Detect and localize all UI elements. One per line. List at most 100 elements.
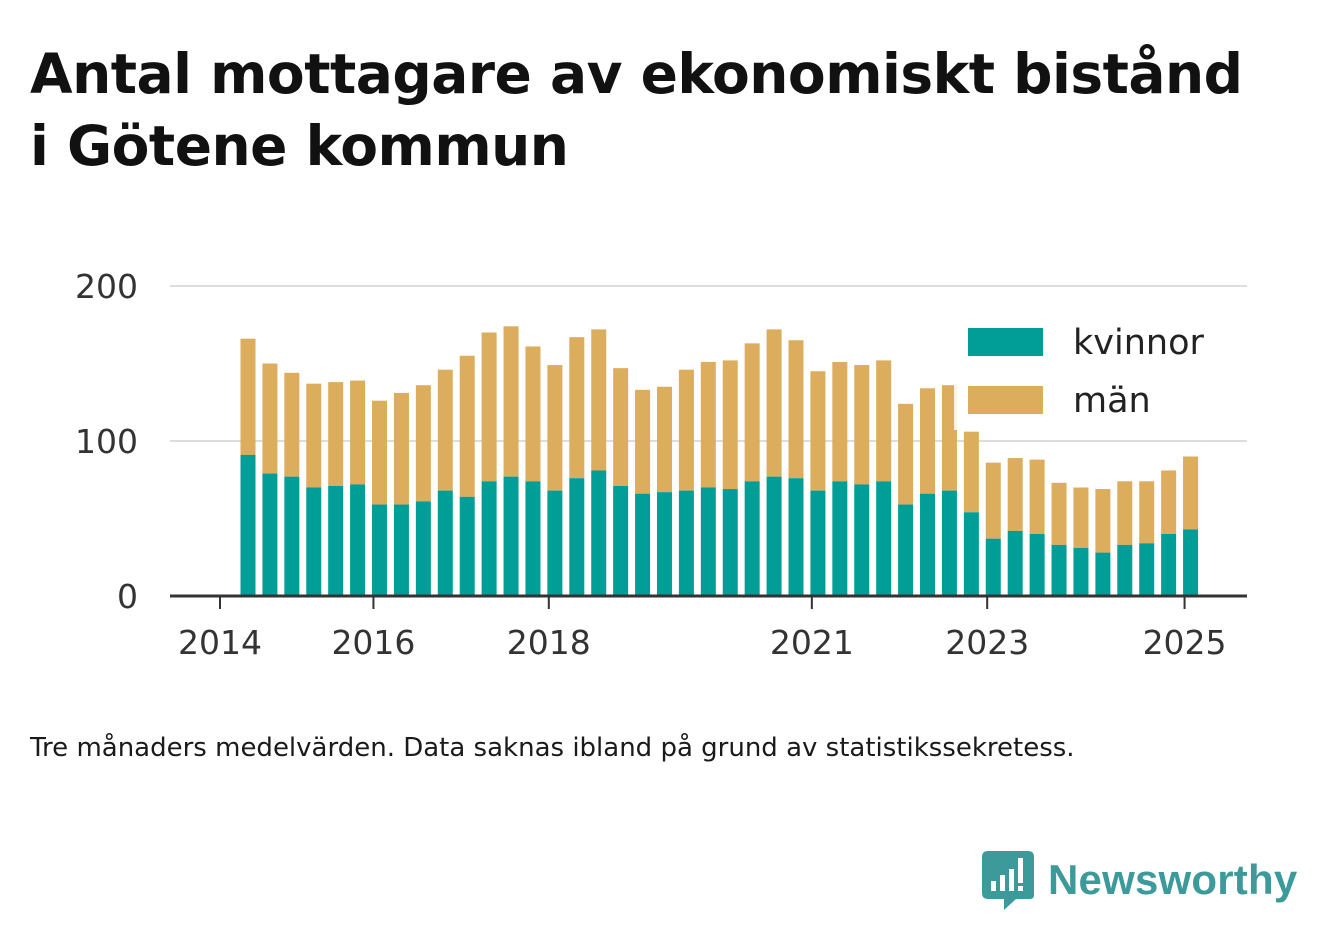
legend: kvinnor män xyxy=(954,314,1222,430)
bar-kvinnor xyxy=(306,487,322,596)
bar-man xyxy=(481,332,497,482)
bar-kvinnor xyxy=(1073,547,1089,596)
bar-man xyxy=(350,380,366,485)
bar-kvinnor xyxy=(788,478,804,596)
bar-kvinnor xyxy=(372,504,388,596)
bar-man xyxy=(591,329,607,471)
bar-kvinnor xyxy=(569,478,585,596)
bars xyxy=(240,326,1199,596)
bar-kvinnor xyxy=(941,490,957,596)
bar-kvinnor xyxy=(328,485,344,596)
bar-kvinnor xyxy=(985,538,1001,596)
bar-kvinnor xyxy=(678,490,694,596)
bar-man xyxy=(810,371,826,491)
bar-kvinnor xyxy=(963,512,979,596)
bar-man xyxy=(722,360,738,490)
bar-kvinnor xyxy=(415,501,431,596)
axes: 0 100 200 2014 2016 2018 2021 2023 2025 xyxy=(75,267,1247,662)
bar-man xyxy=(415,385,431,502)
bar-man xyxy=(1117,481,1133,545)
bar-man xyxy=(262,363,278,474)
bar-man xyxy=(963,431,979,513)
bar-kvinnor xyxy=(722,489,738,596)
bar-man xyxy=(459,355,475,497)
legend-label: män xyxy=(1073,381,1151,421)
bar-kvinnor xyxy=(547,490,563,596)
y-tick-label: 200 xyxy=(75,267,138,306)
x-tick-label: 2023 xyxy=(945,623,1029,662)
footnote: Tre månaders medelvärden. Data saknas ib… xyxy=(30,733,1075,763)
bar-kvinnor xyxy=(876,481,892,596)
bar-man xyxy=(306,383,322,488)
bar-man xyxy=(854,365,870,485)
bar-man xyxy=(569,337,585,479)
bar-kvinnor xyxy=(350,484,366,596)
chart-title-line-1: Antal mottagare av ekonomiskt bistånd xyxy=(30,42,1243,106)
bar-kvinnor xyxy=(810,490,826,596)
bar-kvinnor xyxy=(1139,543,1155,596)
bar-man xyxy=(372,400,388,505)
bar-man xyxy=(920,388,936,494)
bar-kvinnor xyxy=(656,492,672,596)
bar-kvinnor xyxy=(262,473,278,596)
bar-kvinnor xyxy=(1117,544,1133,596)
bar-kvinnor xyxy=(898,504,914,596)
bar-kvinnor xyxy=(832,481,848,596)
bar-man xyxy=(1051,482,1067,545)
newsworthy-logo: Newsworthy xyxy=(980,848,1297,912)
bar-kvinnor xyxy=(503,476,519,596)
bar-man xyxy=(613,368,629,486)
bar-man xyxy=(941,385,957,491)
bar-man xyxy=(876,360,892,482)
x-tick-label: 2025 xyxy=(1143,623,1227,662)
bar-man xyxy=(766,329,782,477)
bar-man xyxy=(635,389,651,494)
bar-man xyxy=(1095,489,1111,553)
x-tick-label: 2021 xyxy=(770,623,854,662)
bar-man xyxy=(1029,459,1045,534)
bar-kvinnor xyxy=(1029,534,1045,596)
bar-man xyxy=(1139,481,1155,544)
newsworthy-bar-chart-icon xyxy=(982,851,1034,910)
x-tick-label: 2018 xyxy=(507,623,591,662)
bar-kvinnor xyxy=(240,454,256,596)
x-tick-label: 2016 xyxy=(331,623,415,662)
bar-man xyxy=(678,369,694,491)
bar-kvinnor xyxy=(1051,544,1067,596)
x-tick-label: 2014 xyxy=(178,623,262,662)
bar-kvinnor xyxy=(481,481,497,596)
bar-man xyxy=(744,343,760,482)
stacked-bar-chart: 0 100 200 2014 2016 2018 2021 2023 2025 kvinnor m… xyxy=(75,267,1247,662)
bar-kvinnor xyxy=(591,470,607,596)
bar-man xyxy=(284,372,300,477)
legend-swatch xyxy=(968,328,1043,356)
bar-kvinnor xyxy=(613,485,629,596)
bar-man xyxy=(788,340,804,479)
bar-man xyxy=(503,326,519,477)
bar-man xyxy=(437,369,453,491)
bar-kvinnor xyxy=(393,504,409,596)
bar-man xyxy=(985,462,1001,539)
legend-swatch xyxy=(968,386,1043,414)
bar-man xyxy=(700,361,716,488)
bar-kvinnor xyxy=(1161,534,1177,596)
bar-kvinnor xyxy=(920,493,936,596)
bar-kvinnor xyxy=(437,490,453,596)
bar-kvinnor xyxy=(744,481,760,596)
chart-title-line-2: i Götene kommun xyxy=(30,114,569,178)
bar-man xyxy=(393,392,409,505)
bar-man xyxy=(1183,456,1199,530)
chart-title: Antal mottagare av ekonomiskt bistånd i … xyxy=(30,38,1300,182)
bar-man xyxy=(328,382,344,486)
bar-kvinnor xyxy=(459,496,475,596)
bar-kvinnor xyxy=(1007,530,1023,596)
bar-kvinnor xyxy=(766,476,782,596)
y-tick-label: 100 xyxy=(75,422,138,461)
bar-man xyxy=(898,403,914,505)
bar-kvinnor xyxy=(700,487,716,596)
bar-man xyxy=(240,338,256,455)
bar-kvinnor xyxy=(525,481,541,596)
y-tick-label: 0 xyxy=(117,577,138,616)
bar-kvinnor xyxy=(284,476,300,596)
bar-man xyxy=(525,346,541,482)
